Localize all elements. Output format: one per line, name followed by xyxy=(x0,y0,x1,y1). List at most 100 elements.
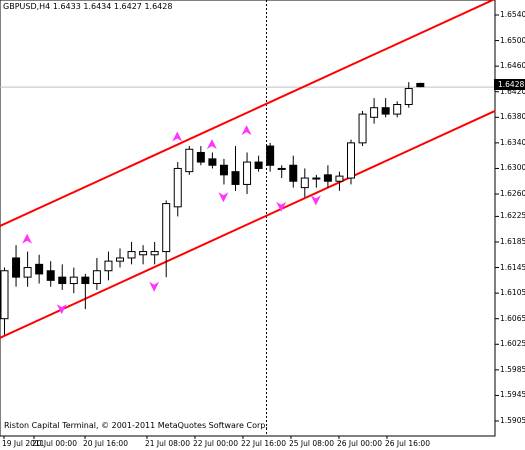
candle xyxy=(381,98,390,118)
ohlc-low: 1.6427 xyxy=(113,2,142,11)
candle xyxy=(277,165,286,179)
candle xyxy=(185,146,194,175)
time-axis-label: 25 Jul 08:00 xyxy=(289,439,334,448)
candle-body xyxy=(23,267,32,278)
price-axis-label: 1.6185 xyxy=(500,236,525,246)
candle xyxy=(243,152,252,195)
symbol-period: GBPUSD,H4 xyxy=(3,2,51,11)
candle-body xyxy=(243,161,252,185)
candle-body xyxy=(335,175,344,182)
candle xyxy=(173,162,182,217)
price-axis-label: 1.5945 xyxy=(500,390,525,400)
price-axis-label: 1.6025 xyxy=(500,339,525,349)
candle xyxy=(370,98,379,124)
ohlc-high: 1.6434 xyxy=(83,2,112,11)
candle-body xyxy=(358,113,367,144)
candle-body xyxy=(185,148,194,173)
price-axis-label: 1.6340 xyxy=(500,137,525,147)
candle-body xyxy=(196,151,205,163)
candle xyxy=(104,251,113,281)
candle-body xyxy=(58,276,67,285)
candle xyxy=(404,82,413,108)
time-axis-label: 21 Jul 08:00 xyxy=(145,439,190,448)
up-arrow-icon xyxy=(172,131,183,142)
candle-body xyxy=(254,161,263,169)
candle-body xyxy=(46,270,55,281)
candle-body xyxy=(266,145,275,166)
time-axis-label: 20 Jul 16:00 xyxy=(83,439,128,448)
candle-body xyxy=(300,177,309,189)
candle-body xyxy=(347,142,355,179)
candle xyxy=(347,139,355,185)
price-axis-label: 1.6105 xyxy=(500,288,525,298)
up-arrow-icon xyxy=(22,233,33,244)
candle xyxy=(46,261,55,287)
candle xyxy=(219,158,228,185)
chart-header: GBPUSD,H4 1.6433 1.6434 1.6427 1.6428 xyxy=(3,2,172,11)
candle-body xyxy=(127,251,136,259)
candle xyxy=(12,245,21,287)
candle-body xyxy=(139,251,148,256)
candle xyxy=(289,155,298,188)
price-axis-label: 1.6500 xyxy=(500,35,525,45)
candle xyxy=(358,110,367,147)
candle xyxy=(35,254,44,284)
current-price-tag: 1.6428 xyxy=(494,79,525,90)
candle xyxy=(208,152,217,169)
candle-body xyxy=(69,276,78,285)
candle xyxy=(116,248,124,268)
time-axis-label: 22 Jul 00:00 xyxy=(193,439,238,448)
candle-body xyxy=(104,260,113,272)
ohlc-close: 1.6428 xyxy=(144,2,173,11)
candle-body xyxy=(404,88,413,106)
price-axis-label: 1.5985 xyxy=(500,364,525,374)
candle-body xyxy=(12,257,21,278)
down-arrow-icon xyxy=(218,192,229,203)
trend-channel[interactable] xyxy=(0,0,496,339)
copyright-footer: Riston Capital Terminal, © 2001-2011 Met… xyxy=(4,421,268,430)
time-axis-label: 20 Jul 00:00 xyxy=(32,439,77,448)
price-axis-label: 1.6065 xyxy=(500,313,525,323)
candle xyxy=(58,264,67,290)
channel-lower-line[interactable] xyxy=(0,109,496,339)
chart-axes xyxy=(0,0,499,439)
price-axis-label: 1.6225 xyxy=(500,211,525,221)
price-axis-label: 1.6145 xyxy=(500,262,525,272)
plot-frame xyxy=(0,0,496,437)
price-axis-label: 1.6420 xyxy=(500,86,525,96)
candle-body xyxy=(323,174,332,182)
candle-body xyxy=(289,164,298,182)
candle-body xyxy=(173,167,182,208)
candle xyxy=(127,241,136,265)
candlestick-series xyxy=(0,82,425,335)
down-arrow-icon xyxy=(276,201,287,212)
candle-body xyxy=(81,276,90,285)
candle-body xyxy=(231,171,240,185)
candle-body xyxy=(416,82,425,88)
candle xyxy=(254,155,263,172)
candle-body xyxy=(116,257,124,262)
candle-body xyxy=(312,177,321,180)
price-axis-label: 1.6380 xyxy=(500,112,525,122)
candle-body xyxy=(393,104,402,115)
candle xyxy=(335,171,344,191)
candle xyxy=(393,101,402,118)
candle xyxy=(323,165,332,188)
candle xyxy=(150,241,159,265)
signal-arrows xyxy=(22,125,321,315)
channel-upper-line[interactable] xyxy=(0,0,496,227)
price-axis-label: 1.5905 xyxy=(500,416,525,425)
candle-body xyxy=(162,203,171,253)
candle-body xyxy=(381,107,390,115)
candle-body xyxy=(92,270,101,285)
candle-body xyxy=(35,263,44,275)
candle xyxy=(0,267,9,335)
time-axis-label: 26 Jul 00:00 xyxy=(337,439,382,448)
candle xyxy=(81,273,90,310)
price-axis-label: 1.6540 xyxy=(500,10,525,19)
candle-body xyxy=(0,270,9,320)
candle xyxy=(162,200,171,278)
candle-body xyxy=(219,164,228,176)
